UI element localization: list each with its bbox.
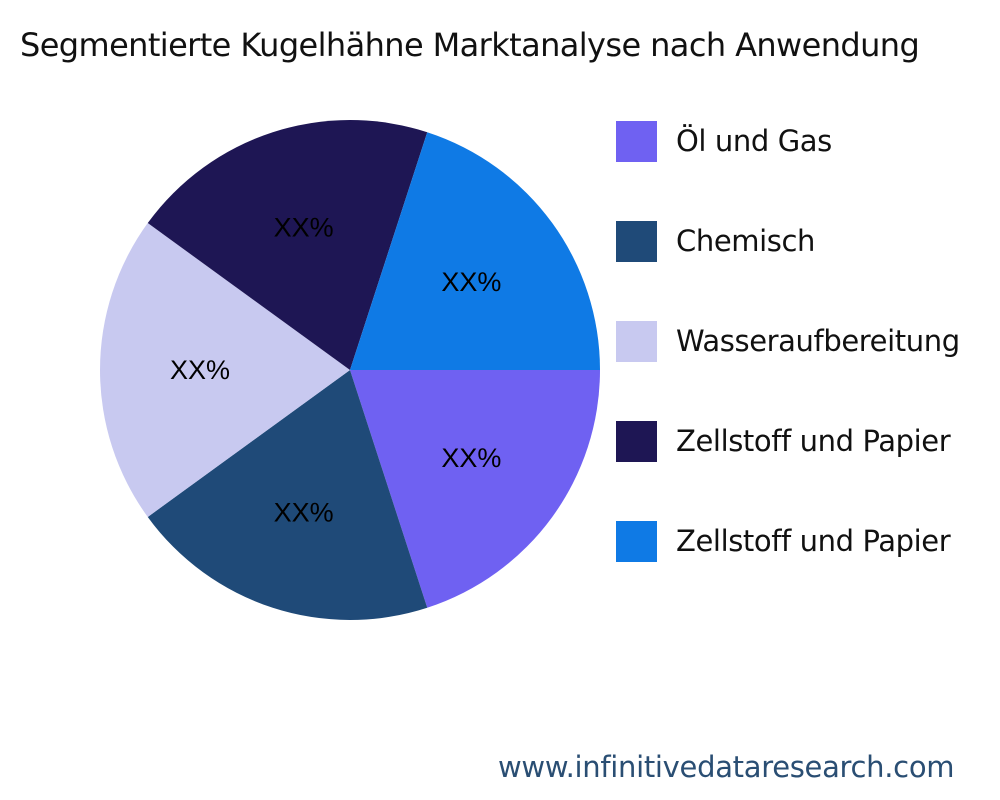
legend-swatch: [616, 120, 657, 162]
legend-label: Wasseraufbereitung: [676, 324, 960, 358]
slice-percent-label: XX%: [274, 498, 334, 528]
legend-swatch: [616, 520, 657, 562]
legend-label: Öl und Gas: [676, 124, 832, 158]
legend-label: Zellstoff und Papier: [676, 524, 951, 558]
legend-label: Chemisch: [676, 224, 816, 258]
pie-slice: [147, 370, 428, 620]
legend-swatch: [616, 420, 657, 462]
legend-item-oel-und-gas: Öl und Gas: [616, 120, 832, 162]
legend-item-chemisch: Chemisch: [616, 220, 815, 262]
legend-label: Zellstoff und Papier: [676, 424, 951, 458]
chart-title: Segmentierte Kugelhähne Marktanalyse nac…: [20, 26, 920, 64]
slice-percent-label: XX%: [170, 355, 230, 385]
legend-swatch: [616, 220, 657, 262]
pie-slice: [350, 132, 600, 370]
slice-percent-label: XX%: [441, 267, 501, 297]
legend-swatch: [616, 320, 657, 362]
pie-slice: [147, 120, 428, 370]
slice-percent-label: XX%: [274, 212, 334, 242]
legend-item-zellstoff-und-papier-blue: Zellstoff und Papier: [616, 520, 951, 562]
source-url: www.infinitivedataresearch.com: [498, 750, 955, 784]
pie-slice: [350, 370, 600, 608]
legend-item-wasseraufbereitung: Wasseraufbereitung: [616, 320, 960, 362]
slice-percent-label: XX%: [441, 443, 501, 473]
pie-slice: [100, 223, 350, 517]
legend-item-zellstoff-und-papier-dark: Zellstoff und Papier: [616, 420, 951, 462]
